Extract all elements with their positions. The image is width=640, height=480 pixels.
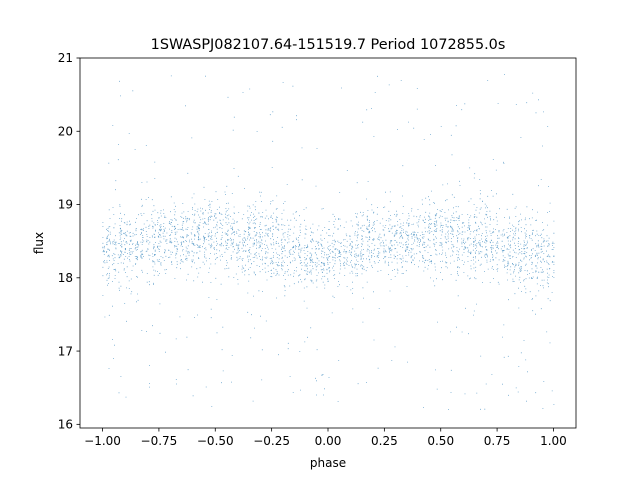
y-axis: 16 17 18 19 20 21 bbox=[58, 51, 80, 432]
y-tick-label: 17 bbox=[58, 344, 73, 358]
x-tick-label: 0.75 bbox=[484, 434, 511, 448]
x-tick-label: −1.00 bbox=[84, 434, 121, 448]
y-tick-label: 20 bbox=[58, 124, 73, 138]
x-tick-label: 1.00 bbox=[540, 434, 567, 448]
x-tick-label: 0.50 bbox=[427, 434, 454, 448]
y-tick-label: 19 bbox=[58, 198, 73, 212]
y-axis-label: flux bbox=[32, 232, 46, 254]
x-axis: −1.00 −0.75 −0.50 −0.25 0.00 0.25 0.50 0.75 1.00 bbox=[84, 428, 567, 448]
x-tick-label: −0.25 bbox=[253, 434, 290, 448]
x-tick-label: 0.25 bbox=[371, 434, 398, 448]
y-tick-label: 21 bbox=[58, 51, 73, 65]
x-tick-label: −0.50 bbox=[197, 434, 234, 448]
x-tick-label: −0.75 bbox=[141, 434, 178, 448]
data-points bbox=[102, 74, 555, 410]
x-tick-label: 0.00 bbox=[315, 434, 342, 448]
scatter-point-cloud bbox=[102, 74, 555, 410]
y-tick-label: 18 bbox=[58, 271, 73, 285]
x-axis-label: phase bbox=[310, 456, 346, 470]
chart-title: 1SWASPJ082107.64-151519.7 Period 1072855… bbox=[151, 37, 506, 53]
y-tick-label: 16 bbox=[58, 418, 73, 432]
